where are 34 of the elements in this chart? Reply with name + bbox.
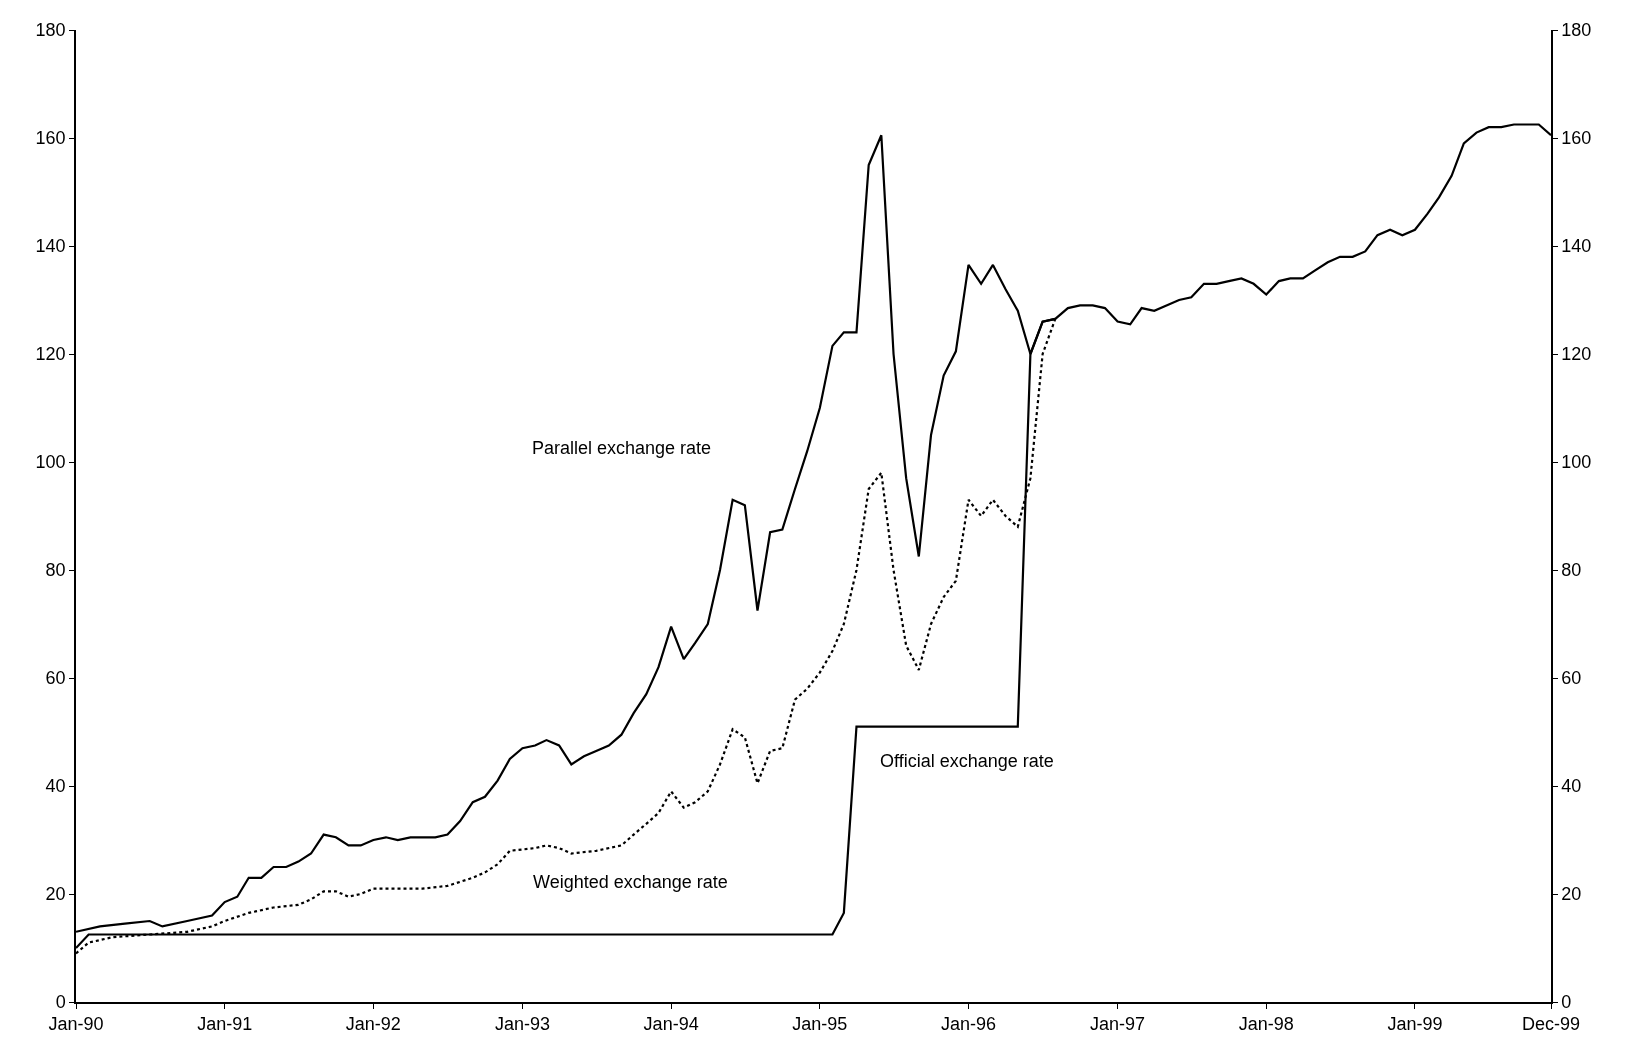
- y2-tick-label: 0: [1561, 992, 1572, 1013]
- x-tick-label: Jan-99: [1387, 1014, 1443, 1035]
- text: Parallel exchange rate: [532, 438, 712, 458]
- x-tick-label: Jan-96: [940, 1014, 997, 1035]
- x-tick-label: Jan-97: [1090, 1014, 1146, 1035]
- x-tick-label: Jan-92: [345, 1014, 401, 1035]
- series-label: Weighted exchange rate: [533, 872, 728, 892]
- x-tick-label: Jan-91: [197, 1014, 253, 1035]
- y-tick-label: 0: [55, 992, 66, 1013]
- x-tick-label: Jan-94: [643, 1014, 699, 1035]
- y-tick-label: 80: [45, 560, 66, 581]
- y-tick-label: 100: [35, 452, 66, 473]
- y2-tick-label: 80: [1561, 560, 1582, 581]
- y2-tick-label: 100: [1561, 452, 1592, 473]
- x-tick-label: Jan-95: [792, 1014, 848, 1035]
- x-tick-label: Jan-93: [494, 1014, 550, 1035]
- x-tick-label: Jan-90: [48, 1014, 104, 1035]
- y2-tick-label: 140: [1561, 236, 1592, 257]
- series-label: Official exchange rate: [880, 751, 1054, 771]
- y-tick-label: 120: [35, 344, 66, 365]
- y2-tick-label: 20: [1561, 884, 1582, 905]
- x-tick-label: Jan-98: [1238, 1014, 1294, 1035]
- y-tick-label: 40: [45, 776, 66, 797]
- y-tick-label: 180: [35, 20, 66, 41]
- y-tick-label: 60: [45, 668, 66, 689]
- y2-tick-label: 60: [1561, 668, 1582, 689]
- y2-tick-label: 160: [1561, 128, 1592, 149]
- y-tick-label: 160: [35, 128, 66, 149]
- y-tick-label: 20: [45, 884, 66, 905]
- y2-tick-label: 120: [1561, 344, 1592, 365]
- y2-tick-label: 40: [1561, 776, 1582, 797]
- y-tick-label: 140: [35, 236, 66, 257]
- x-tick-label: Dec-99: [1521, 1014, 1581, 1035]
- y2-tick-label: 180: [1561, 20, 1592, 41]
